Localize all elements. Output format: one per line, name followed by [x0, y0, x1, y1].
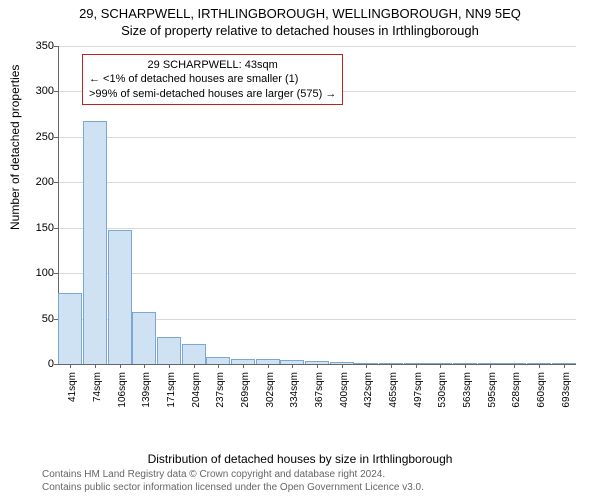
x-tick-label: 660sqm	[536, 372, 547, 408]
x-tick-label: 171sqm	[166, 372, 177, 408]
annotation-line-3: >99% of semi-detached houses are larger …	[89, 87, 336, 101]
x-tick-mark	[120, 364, 121, 368]
x-tick-mark	[342, 364, 343, 368]
x-tick-label: 628sqm	[511, 372, 522, 408]
x-tick-mark	[366, 364, 367, 368]
x-tick-label: 595sqm	[487, 372, 498, 408]
x-tick-label: 139sqm	[141, 372, 152, 408]
x-tick-mark	[268, 364, 269, 368]
histogram-plot: 05010015020025030035041sqm74sqm106sqm139…	[58, 46, 576, 416]
chart-area: 05010015020025030035041sqm74sqm106sqm139…	[58, 46, 576, 416]
footer-line-1: Contains HM Land Registry data © Crown c…	[42, 468, 424, 481]
x-tick-mark	[465, 364, 466, 368]
x-tick-label: 400sqm	[339, 372, 350, 408]
x-tick-mark	[70, 364, 71, 368]
x-tick-mark	[564, 364, 565, 368]
x-tick-mark	[490, 364, 491, 368]
histogram-bar	[157, 337, 181, 364]
y-tick-label: 100	[36, 267, 54, 279]
x-tick-mark	[144, 364, 145, 368]
x-tick-mark	[391, 364, 392, 368]
page-title-sub: Size of property relative to detached ho…	[0, 23, 600, 38]
x-tick-mark	[169, 364, 170, 368]
x-tick-label: 237sqm	[215, 372, 226, 408]
x-tick-label: 497sqm	[413, 372, 424, 408]
y-tick-label: 150	[36, 222, 54, 234]
gridline	[58, 182, 576, 183]
x-tick-mark	[95, 364, 96, 368]
x-tick-label: 106sqm	[117, 372, 128, 408]
histogram-bar	[83, 121, 107, 364]
y-tick-label: 350	[36, 40, 54, 52]
x-tick-mark	[539, 364, 540, 368]
histogram-bar	[58, 293, 82, 364]
x-tick-label: 269sqm	[240, 372, 251, 408]
x-tick-label: 367sqm	[314, 372, 325, 408]
histogram-bar	[108, 230, 132, 364]
x-axis-label: Distribution of detached houses by size …	[0, 452, 600, 466]
x-tick-label: 465sqm	[388, 372, 399, 408]
gridline	[58, 46, 576, 47]
x-tick-label: 563sqm	[462, 372, 473, 408]
x-tick-label: 41sqm	[67, 372, 78, 402]
x-tick-label: 530sqm	[437, 372, 448, 408]
histogram-bar	[182, 344, 206, 364]
x-tick-label: 74sqm	[92, 372, 103, 402]
x-tick-mark	[194, 364, 195, 368]
x-tick-mark	[218, 364, 219, 368]
x-tick-label: 432sqm	[363, 372, 374, 408]
y-tick-label: 250	[36, 131, 54, 143]
gridline	[58, 228, 576, 229]
x-tick-label: 693sqm	[561, 372, 572, 408]
footer-line-2: Contains public sector information licen…	[42, 481, 424, 494]
y-tick-label: 300	[36, 85, 54, 97]
y-axis-label: Number of detached properties	[8, 65, 22, 230]
histogram-bar	[206, 357, 230, 364]
x-tick-label: 302sqm	[265, 372, 276, 408]
x-tick-label: 204sqm	[191, 372, 202, 408]
x-tick-label: 334sqm	[289, 372, 300, 408]
gridline	[58, 273, 576, 274]
x-tick-mark	[440, 364, 441, 368]
x-tick-mark	[243, 364, 244, 368]
annotation-line-2: ← <1% of detached houses are smaller (1)	[89, 72, 336, 86]
histogram-bar	[132, 312, 156, 364]
x-tick-mark	[317, 364, 318, 368]
x-tick-mark	[292, 364, 293, 368]
y-tick-label: 50	[42, 313, 54, 325]
footer-attribution: Contains HM Land Registry data © Crown c…	[42, 468, 424, 494]
x-tick-mark	[416, 364, 417, 368]
page-title-main: 29, SCHARPWELL, IRTHLINGBOROUGH, WELLING…	[0, 6, 600, 21]
gridline	[58, 137, 576, 138]
annotation-box: 29 SCHARPWELL: 43sqm← <1% of detached ho…	[82, 54, 343, 105]
x-tick-mark	[514, 364, 515, 368]
y-tick-label: 200	[36, 176, 54, 188]
annotation-line-1: 29 SCHARPWELL: 43sqm	[89, 58, 336, 72]
